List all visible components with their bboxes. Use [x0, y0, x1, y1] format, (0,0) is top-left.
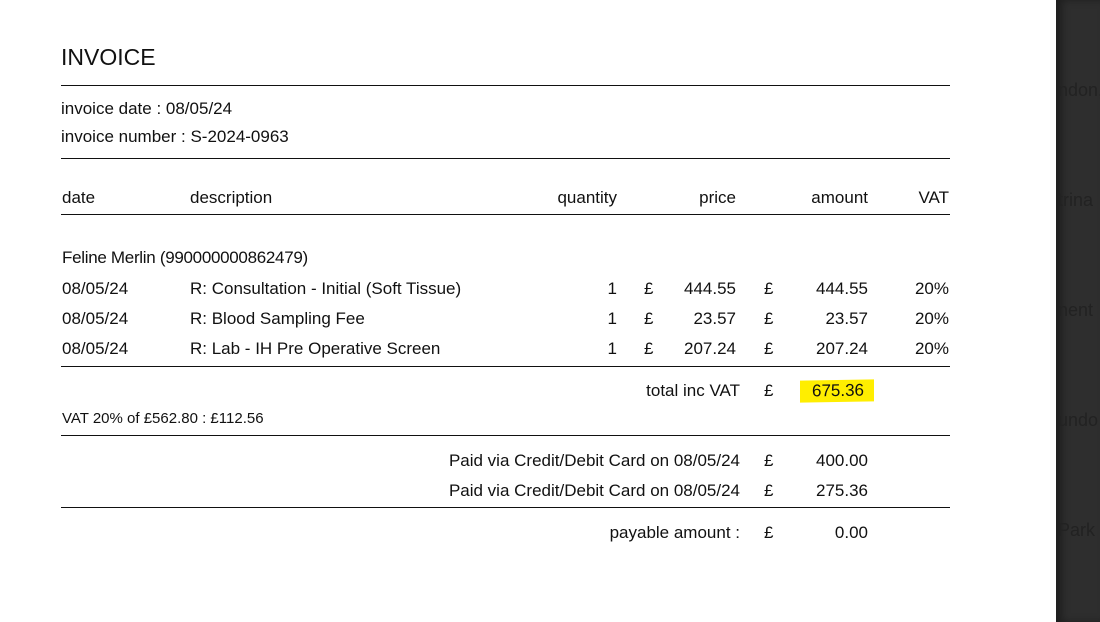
col-description: description: [190, 188, 273, 207]
currency-symbol: £: [644, 339, 654, 358]
cell-price: 444.55: [684, 279, 736, 298]
cell-description: R: Consultation - Initial (Soft Tissue): [190, 279, 462, 298]
payable-value: 0.00: [834, 523, 868, 542]
currency-symbol: £: [764, 339, 774, 358]
col-vat: VAT: [918, 188, 949, 207]
total-value: 675.36: [800, 379, 874, 403]
cell-date: 08/05/24: [62, 339, 129, 358]
cell-quantity: 1: [607, 279, 617, 298]
side-text: ndon,: [1058, 80, 1100, 100]
cell-description: R: Lab - IH Pre Operative Screen: [190, 339, 441, 358]
divider: [61, 507, 950, 508]
cell-amount: 444.55: [816, 279, 868, 298]
cell-description: R: Blood Sampling Fee: [190, 309, 365, 328]
side-text: trina: [1058, 190, 1094, 210]
invoice-number: invoice number : S-2024-0963: [61, 127, 289, 146]
currency-symbol: £: [764, 309, 774, 328]
cell-vat: 20%: [914, 279, 949, 298]
currency-symbol: £: [764, 279, 774, 298]
vat-summary: VAT 20% of £562.80 : £112.56: [62, 410, 264, 427]
side-text: Park: [1058, 520, 1096, 540]
col-amount: amount: [811, 188, 868, 207]
payable-label: payable amount :: [609, 523, 740, 542]
divider: [61, 366, 950, 367]
cell-vat: 20%: [914, 339, 949, 358]
cell-quantity: 1: [607, 339, 617, 358]
payment-value: 275.36: [816, 481, 868, 500]
total-label: total inc VAT: [646, 381, 740, 400]
page-title: INVOICE: [61, 44, 156, 70]
cell-date: 08/05/24: [62, 309, 129, 328]
col-price: price: [699, 188, 736, 207]
payment-label: Paid via Credit/Debit Card on 08/05/24: [448, 481, 740, 500]
cell-amount: 23.57: [825, 309, 868, 328]
currency-symbol: £: [764, 451, 774, 470]
divider: [61, 214, 950, 215]
currency-symbol: £: [764, 381, 774, 400]
col-quantity: quantity: [557, 188, 617, 207]
currency-symbol: £: [644, 279, 654, 298]
side-text: nent: [1058, 300, 1094, 320]
currency-symbol: £: [764, 481, 774, 500]
cell-quantity: 1: [607, 309, 617, 328]
cell-price: 207.24: [684, 339, 736, 358]
currency-symbol: £: [764, 523, 774, 542]
cell-price: 23.57: [693, 309, 736, 328]
divider: [61, 435, 950, 436]
divider: [61, 85, 950, 86]
cell-vat: 20%: [914, 309, 949, 328]
side-text: undo: [1058, 410, 1099, 430]
currency-symbol: £: [644, 309, 654, 328]
patient-name: Feline Merlin (990000000862479): [62, 248, 308, 267]
col-date: date: [62, 188, 96, 207]
divider: [61, 158, 950, 159]
invoice-date: invoice date : 08/05/24: [61, 99, 233, 118]
side-panel: ndon, trina nent undo Park: [1056, 0, 1100, 622]
payment-label: Paid via Credit/Debit Card on 08/05/24: [448, 451, 740, 470]
cell-amount: 207.24: [816, 339, 868, 358]
cell-date: 08/05/24: [62, 279, 129, 298]
payment-value: 400.00: [816, 451, 868, 470]
